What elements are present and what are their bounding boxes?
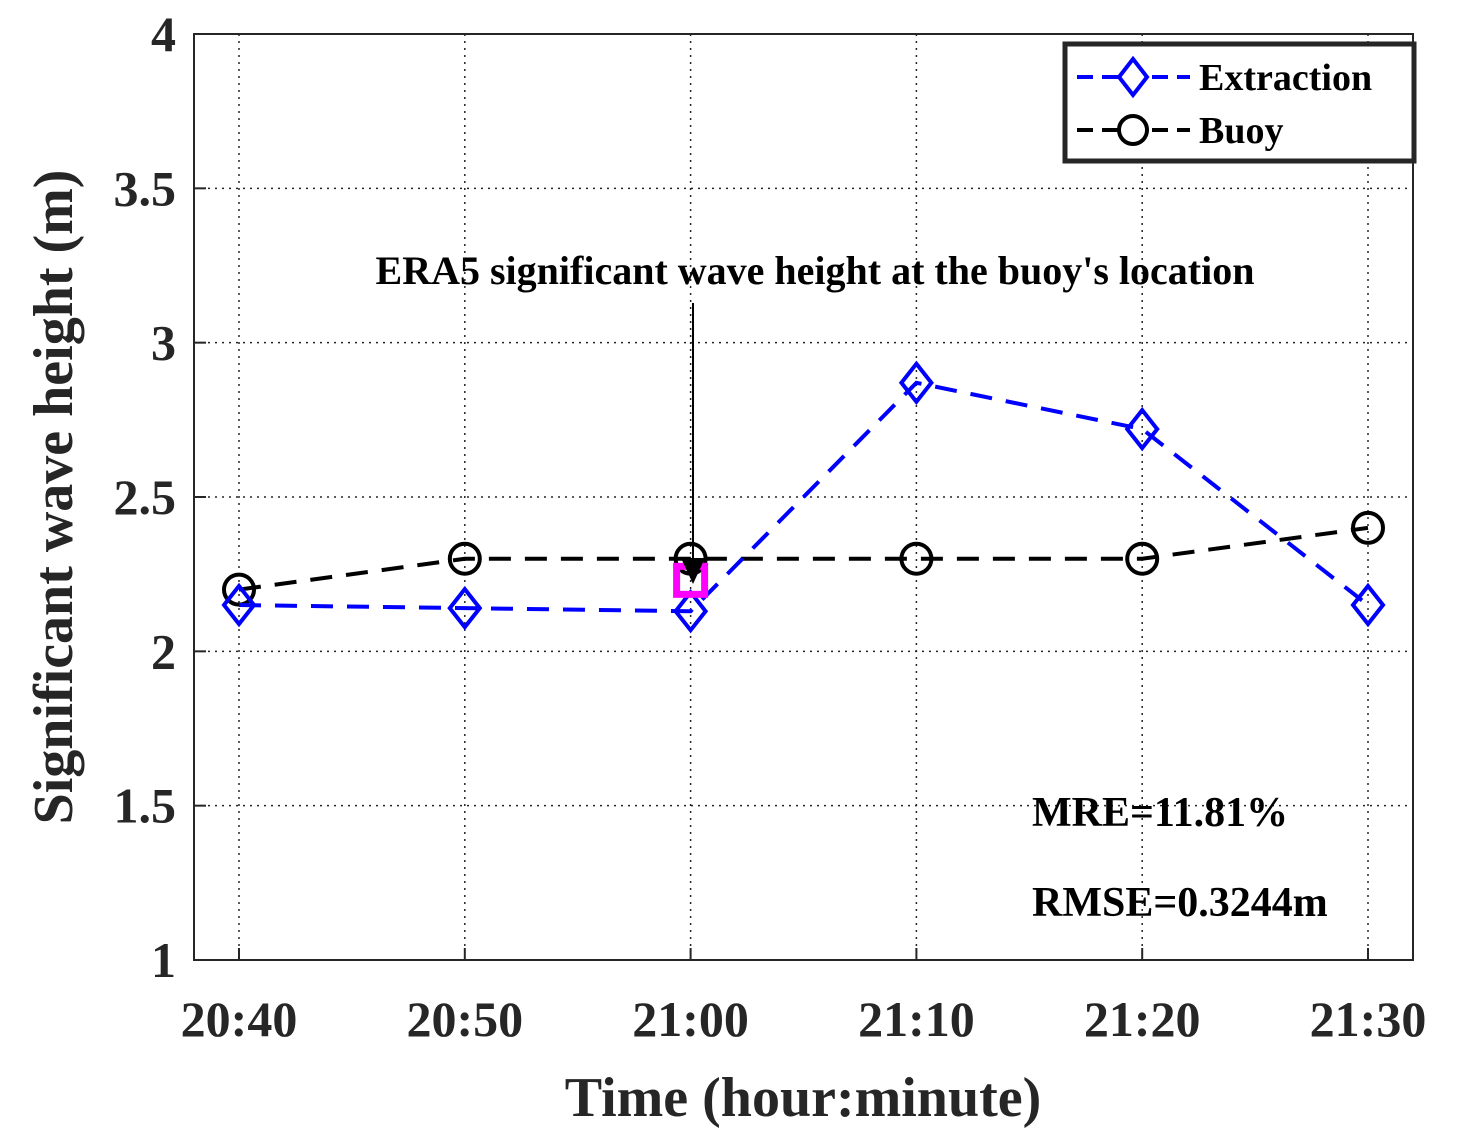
y-tick-label: 3.5 [114,160,177,216]
legend-extraction-label: Extraction [1199,57,1372,99]
rmse-stat: RMSE=0.3244m [1032,880,1328,926]
x-axis-title: Time (hour:minute) [565,1067,1042,1129]
x-tick-label: 21:20 [1084,991,1201,1047]
annotation: ERA5 significant wave height at the buoy… [376,248,1255,584]
x-tick-label: 20:50 [406,991,523,1047]
x-tick-label: 21:00 [632,991,749,1047]
y-tick-label: 1 [151,932,176,988]
y-tick-label: 4 [151,6,176,62]
legend-extraction-marker [1116,55,1150,99]
series [221,360,1386,634]
buoy-point [1125,541,1160,576]
buoy-point [447,541,482,576]
buoy-point [1351,510,1385,545]
buoy-series-line [238,525,1369,592]
extraction-point [1350,582,1386,628]
y-tick-label: 2 [151,623,176,679]
y-tick-label: 2.5 [114,469,177,525]
extraction-point [221,582,257,628]
extraction-point [673,588,709,634]
x-tick-label: 21:30 [1310,991,1427,1047]
x-tick-label: 21:10 [858,991,975,1047]
era5-annotation-arrowhead [681,558,705,584]
y-tick-label: 1.5 [114,778,177,834]
extraction-point [898,360,934,406]
extraction-point [447,585,483,631]
legend-buoy-marker [1117,114,1149,146]
legend: Extraction Buoy [1062,41,1417,164]
mre-stat: MRE=11.81% [1032,790,1288,836]
x-tick-label: 20:40 [181,991,298,1047]
extraction-series-line [238,380,1370,614]
buoy-point [899,541,934,576]
y-axis-title: Significant wave height (m) [23,170,85,825]
era5-annotation-text: ERA5 significant wave height at the buoy… [376,248,1255,293]
legend-buoy-label: Buoy [1199,110,1283,152]
extraction-point [1124,406,1160,452]
axes: 20:40 20:50 21:00 21:10 21:20 21:30 1 1.5 2 2.5 3 3… [114,6,1427,1047]
grid [194,34,1413,960]
buoy-point [222,572,256,607]
y-tick-label: 3 [151,315,176,371]
